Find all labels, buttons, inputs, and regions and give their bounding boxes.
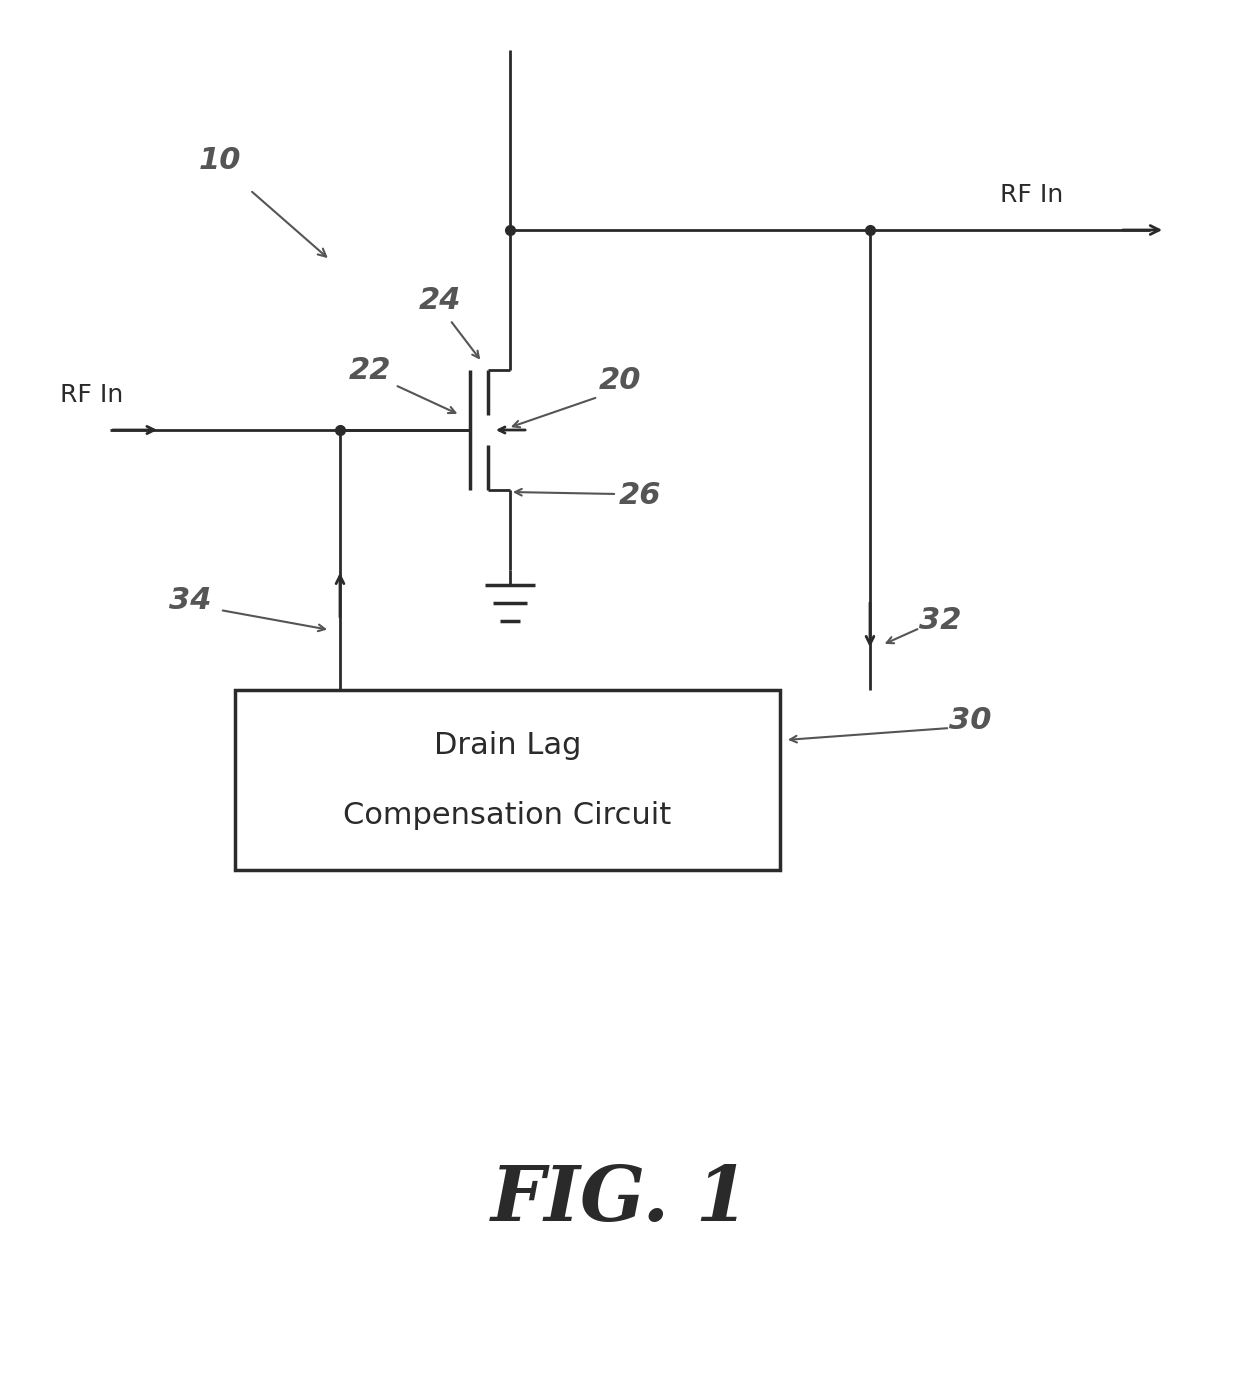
Text: 24: 24: [419, 286, 461, 315]
Text: 30: 30: [949, 705, 991, 734]
Text: 10: 10: [198, 145, 242, 174]
Text: 32: 32: [919, 605, 961, 634]
Text: Compensation Circuit: Compensation Circuit: [343, 800, 672, 829]
Text: FIG. 1: FIG. 1: [491, 1164, 749, 1237]
Text: Drain Lag: Drain Lag: [434, 731, 582, 760]
Text: 22: 22: [348, 355, 392, 384]
Text: 34: 34: [169, 586, 211, 615]
Text: RF In: RF In: [60, 383, 123, 408]
Bar: [236, 690, 780, 871]
Text: RF In: RF In: [999, 182, 1063, 207]
Text: 20: 20: [599, 365, 641, 394]
Text: 26: 26: [619, 481, 661, 510]
